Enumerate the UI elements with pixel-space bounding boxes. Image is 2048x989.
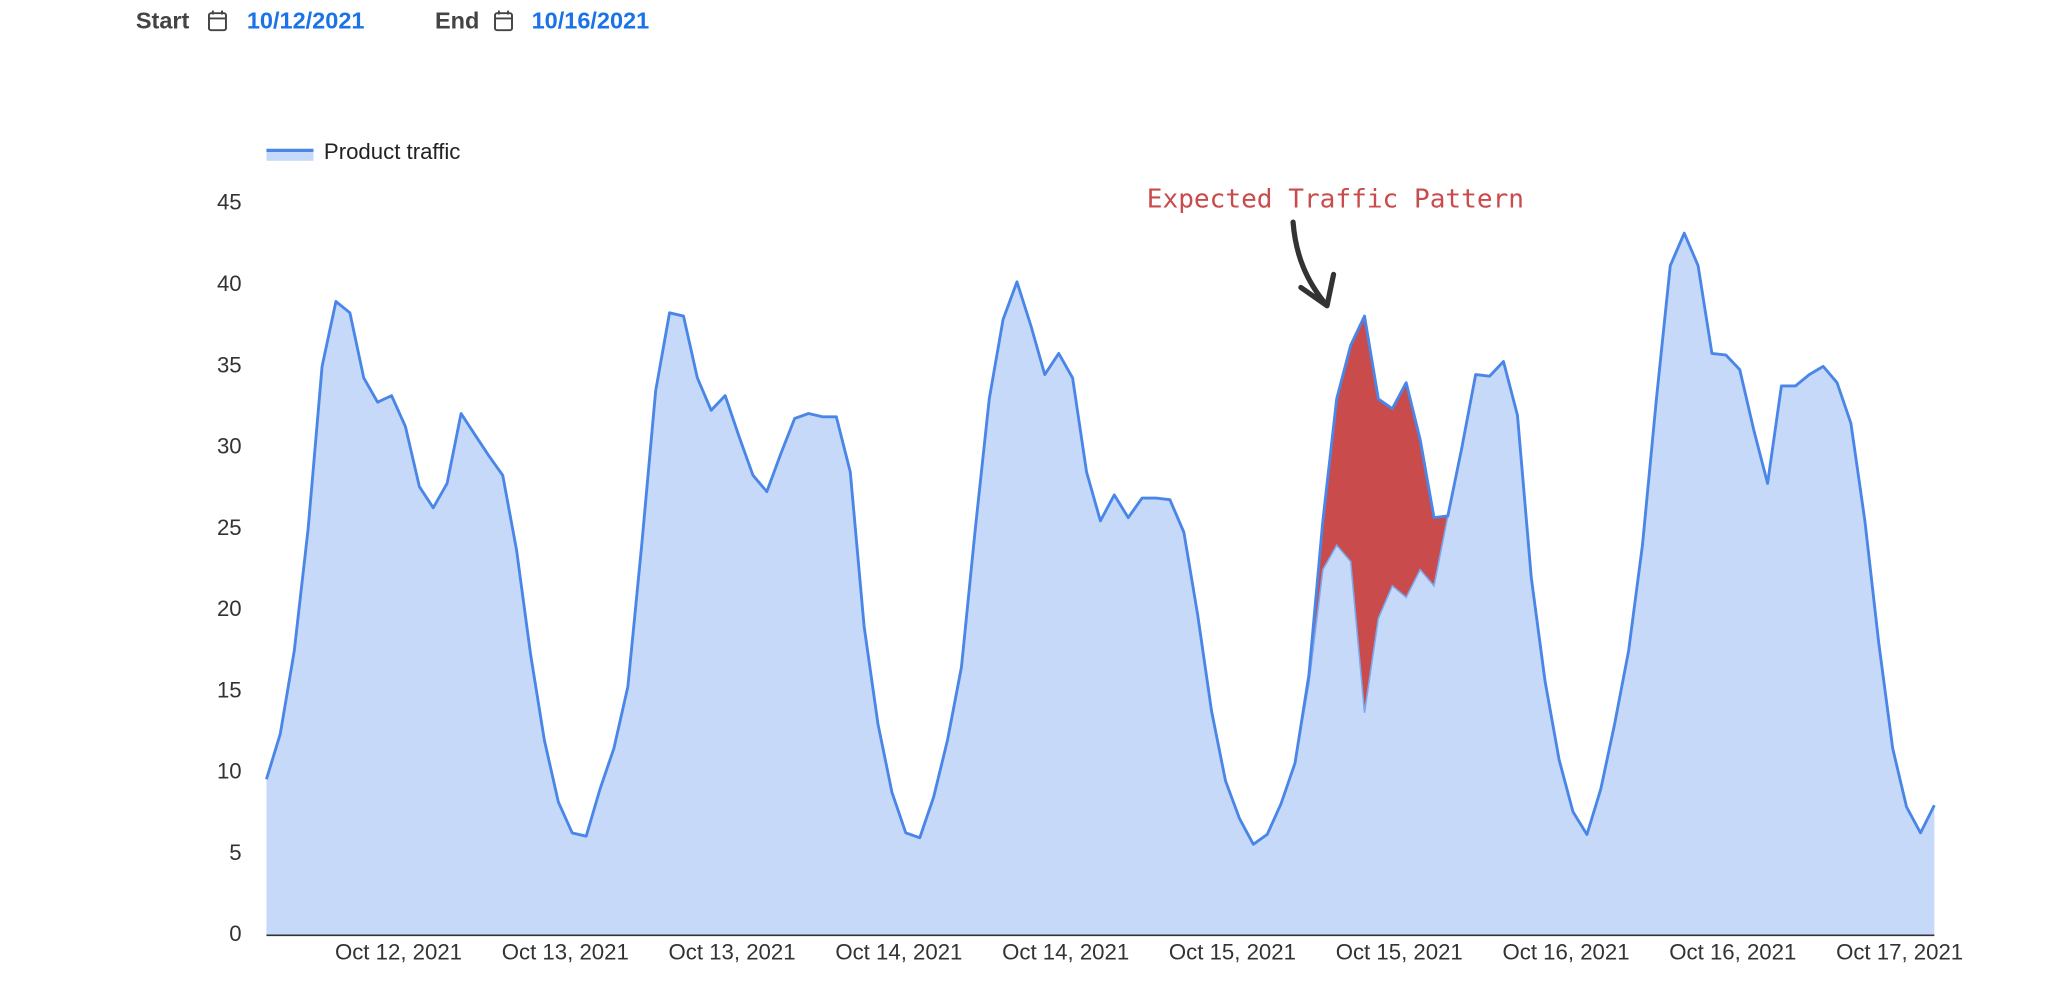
annotation-arrow — [1290, 219, 1337, 309]
x-tick-label: Oct 12, 2021 — [335, 939, 462, 964]
expected-region — [1295, 316, 1448, 764]
y-tick-label: 40 — [217, 271, 242, 296]
x-tick-label: Oct 13, 2021 — [502, 939, 629, 964]
x-tick-label: Oct 16, 2021 — [1503, 939, 1630, 964]
y-tick-label: 35 — [217, 352, 242, 377]
end-date[interactable]: 10/16/2021 — [532, 8, 650, 34]
actual-line — [1294, 515, 1449, 764]
start-date[interactable]: 10/12/2021 — [247, 8, 365, 34]
y-tick-label: 20 — [217, 596, 242, 621]
annotation-text: Expected Traffic Pattern — [1147, 184, 1524, 214]
y-tick-label: 10 — [217, 759, 242, 784]
calendar-icon[interactable] — [494, 10, 513, 32]
series-line — [265, 231, 1936, 846]
legend-label: Product traffic — [324, 139, 460, 164]
x-tick-label: Oct 15, 2021 — [1169, 939, 1296, 964]
x-tick-label: Oct 17, 2021 — [1836, 939, 1963, 964]
x-tick-label: Oct 15, 2021 — [1336, 939, 1463, 964]
y-tick-label: 45 — [217, 190, 242, 215]
legend-swatch — [266, 150, 314, 161]
start-label: Start — [136, 8, 190, 34]
date-range-bar: Start 10/12/2021 End 10/16/2021 — [136, 8, 649, 34]
y-tick-label: 25 — [217, 515, 242, 540]
y-tick-label: 30 — [217, 434, 242, 459]
calendar-icon[interactable] — [207, 10, 227, 32]
end-label: End — [435, 8, 479, 34]
y-tick-label: 15 — [217, 677, 242, 702]
x-tick-label: Oct 14, 2021 — [835, 939, 962, 964]
x-tick-label: Oct 14, 2021 — [1002, 939, 1129, 964]
y-tick-label: 0 — [229, 921, 241, 946]
x-tick-label: Oct 13, 2021 — [669, 939, 796, 964]
x-tick-label: Oct 16, 2021 — [1669, 939, 1796, 964]
area-fill — [266, 233, 1935, 936]
y-tick-label: 5 — [229, 840, 241, 865]
